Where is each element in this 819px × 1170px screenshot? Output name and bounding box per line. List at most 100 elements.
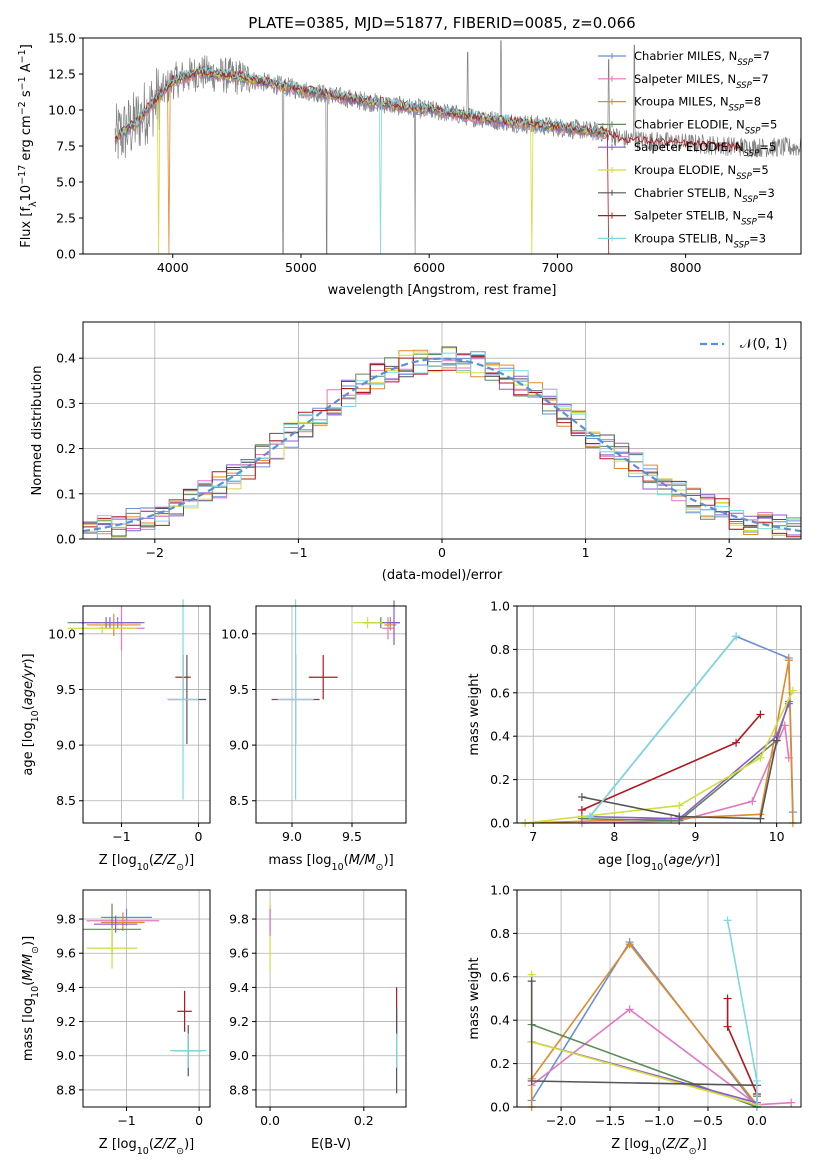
model-spectrum-kroupa_stelib (114, 65, 610, 254)
y-tick-label: 9.0 (229, 738, 249, 753)
y-tick-label: 0.6 (490, 685, 510, 700)
mass-weight-marker (675, 801, 684, 810)
legend-suffix: =5 (752, 163, 769, 177)
spectrum-panel: 4000 5000 6000 7000 8000 0.0 2.5 5.0 7.5 10.0 12.5… (17, 14, 802, 298)
x-tick-label: −1 (112, 829, 130, 844)
y-tick-label: 8.5 (229, 793, 249, 808)
mass-vs-z-panel: −1 08.89.09.29.49.69.8Z [log10(Z/Z⊙)]mass… (21, 889, 211, 1157)
y-tick-label: 10.0 (48, 103, 76, 118)
label-part: ( (344, 853, 349, 868)
legend-sub: SSP (736, 81, 752, 91)
legend-text: Kroupa MILES, N (634, 95, 729, 109)
mass-vs-ebv-panel: 0.0 0.2 8.8 9.0 9.2 9.4 9.6 9.8 E(B-V) (229, 889, 407, 1152)
x-tick-label: 8 (610, 829, 618, 844)
mass-weight-line-salpeter_stelib (581, 713, 762, 811)
legend-suffix: =4 (757, 209, 774, 223)
mass-weight-line-chabrier_miles (589, 635, 794, 818)
data-spectrum-line (114, 40, 801, 254)
mass-weight-marker (787, 1098, 796, 1107)
legend-text: Chabrier MILES, N (634, 49, 737, 63)
x-tick-label: 7 (529, 829, 537, 844)
y-tick-label: 9.0 (56, 1048, 76, 1063)
x-tick-label: 0.0 (260, 1113, 280, 1128)
label-part: Flux [f (19, 207, 34, 248)
legend-label: Kroupa STELIB, NSSP=3 (634, 231, 766, 250)
mass-weight-line-kroupa_stelib (726, 920, 758, 1107)
y-tick-label: 9.5 (229, 682, 249, 697)
mass-weight-marker (756, 710, 765, 719)
mass-weight-marker (788, 686, 797, 695)
x-tick-label: −1.5 (595, 1113, 625, 1128)
x-tick-label: 0 (195, 1113, 203, 1128)
y-tick-label: 0.0 (490, 816, 510, 831)
legend-suffix: =5 (759, 140, 776, 154)
y-tick-label: 7.5 (56, 139, 76, 154)
label-part: age [log (598, 853, 651, 868)
model-spectrum-salpeter-stelib-red (608, 130, 743, 151)
legend-label: Kroupa ELODIE, NSSP=5 (634, 163, 769, 182)
x-tick-label: 9.5 (342, 829, 362, 844)
label-part: ⊙ (376, 862, 384, 873)
label-part: ⊙ (689, 1146, 697, 1157)
legend-text: Salpeter ELODIE, N (634, 140, 744, 154)
y-tick-label: 12.5 (48, 67, 76, 82)
legend-sub: SSP (736, 172, 752, 182)
label-part: ] (19, 44, 34, 49)
mass-weight-marker (732, 738, 741, 747)
label-part: ( (21, 981, 36, 986)
legend-text: Salpeter STELIB, N (634, 209, 741, 223)
x-tick-label: 0 (194, 829, 202, 844)
spectrum-plot-area (114, 40, 801, 254)
legend-suffix: =7 (753, 49, 770, 63)
y-tick-label: 0.2 (490, 1056, 510, 1071)
mass-weight-line-chabrier_stelib (581, 740, 778, 820)
y-tick-label: 0.8 (490, 642, 510, 657)
y-tick-label: 1.0 (490, 883, 510, 898)
x-axis-label: Z [log10(Z/Z⊙)] (99, 1137, 194, 1157)
x-tick-label: −1 (289, 545, 307, 560)
label-part: ⊙ (176, 1146, 184, 1157)
y-tick-label: 0.4 (56, 351, 76, 366)
mass-weight-marker (772, 736, 781, 745)
legend-sub: SSP (737, 58, 753, 68)
plot-frame (255, 605, 407, 824)
label-part: 10 (137, 1146, 149, 1157)
y-tick-label: 9.8 (56, 912, 76, 927)
label-part: age/yr (668, 853, 711, 868)
y-tick-label: 9.8 (229, 912, 249, 927)
legend-label: Kroupa MILES, NSSP=8 (634, 95, 761, 114)
legend-text: Kroupa ELODIE, N (634, 163, 736, 177)
label-part: mass [log (21, 998, 36, 1061)
label-part: 10 (19, 185, 34, 202)
y-axis-label: Normed distribution (30, 366, 45, 496)
label-part: erg cm (19, 115, 34, 164)
mass-weight-marker (577, 792, 586, 801)
x-tick-label: 1 (582, 545, 590, 560)
legend-suffix: =3 (758, 186, 775, 200)
legend-sub: SSP (745, 126, 761, 136)
legend-label: Salpeter ELODIE, NSSP=5 (634, 140, 776, 159)
legend-label: 𝒩(0, 1) (740, 337, 787, 352)
mass-weight-marker (723, 916, 732, 925)
mass-weight-marker (756, 814, 765, 823)
x-tick-label: 9 (692, 829, 700, 844)
y-tick-label: 0.4 (490, 1013, 510, 1028)
y-tick-label: 9.6 (229, 946, 249, 961)
mass-weight-marker (625, 1005, 634, 1014)
mass-weight-line-kroupa_miles (530, 942, 758, 1107)
label-part: )] (697, 1137, 707, 1152)
label-part: ⊙ (176, 862, 184, 873)
y-tick-label: 10.0 (48, 626, 76, 641)
label-part: 10 (332, 862, 344, 873)
label-part: 10 (30, 986, 41, 998)
mass-weight-marker (723, 994, 732, 1003)
age-vs-z-panel: −1 08.59.09.510.0Z [log10(Z/Z⊙)]age [log1… (21, 599, 211, 873)
plot-frame (516, 889, 802, 1108)
label-part: 10 (651, 862, 663, 873)
y-axis-label: Flux [fλ10−17 erg cm−2 s−1 A−1] (17, 44, 39, 248)
plot-frame (82, 889, 211, 1108)
y-tick-label: 5.0 (56, 175, 76, 190)
label-part: )] (384, 853, 394, 868)
